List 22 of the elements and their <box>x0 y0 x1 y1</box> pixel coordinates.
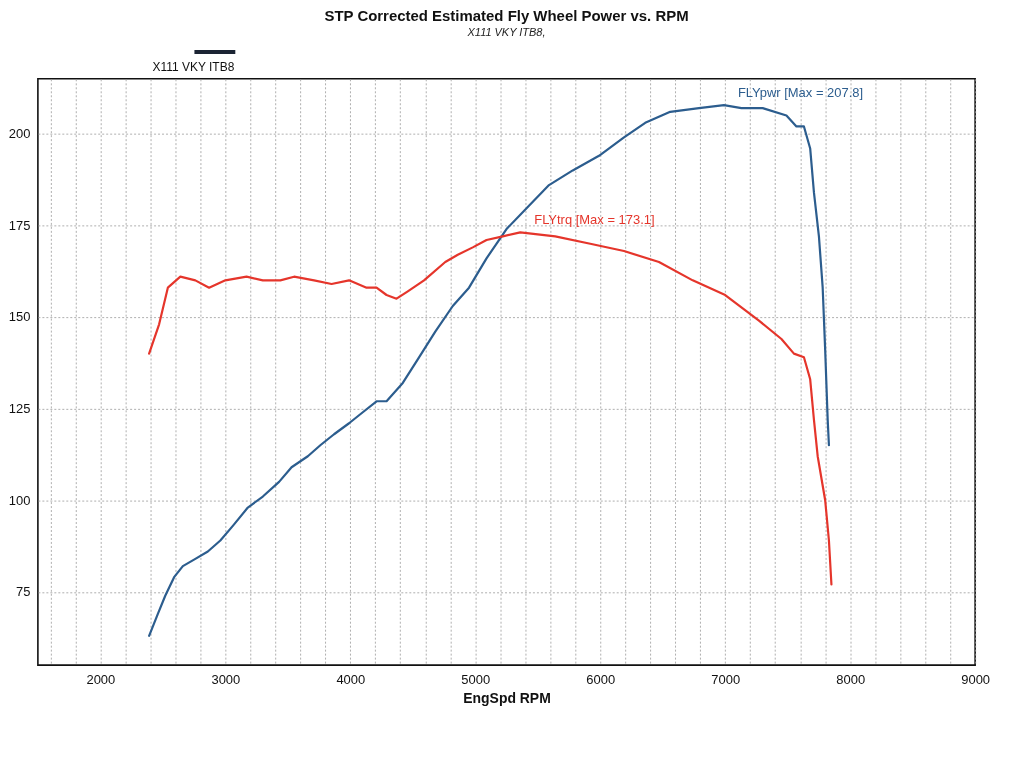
x-tick-label: 9000 <box>961 671 991 687</box>
chart-subtitle: X111 VKY ITB8, <box>466 25 546 38</box>
text: X111 VKY ITB8 <box>152 59 235 74</box>
y-tick-label: 150 <box>8 309 31 325</box>
x-tick-label: 5000 <box>461 671 491 687</box>
y-tick-label: 200 <box>8 126 31 142</box>
series-label: FLYtrq [Max = 173.1] <box>534 212 655 228</box>
x-axis-title: EngSpd RPM <box>463 690 551 707</box>
y-tick-label: 75 <box>15 584 31 600</box>
x-tick-label: 7000 <box>711 671 741 687</box>
x-tick-label: 3000 <box>211 671 241 687</box>
chart-title: STP Corrected Estimated Fly Wheel Power vs. RPM <box>324 6 689 24</box>
y-tick-label: 100 <box>8 492 31 508</box>
y-tick-label: 125 <box>8 401 31 417</box>
x-tick-label: 6000 <box>586 671 616 687</box>
line-series <box>148 231 833 586</box>
x-tick-label: 8000 <box>836 671 866 687</box>
line-series <box>148 104 831 637</box>
series-label: FLYpwr [Max = 207.8] <box>737 85 864 101</box>
x-tick-label: 4000 <box>336 671 366 687</box>
y-tick-label: 175 <box>8 217 31 233</box>
x-tick-label: 2000 <box>86 671 116 687</box>
